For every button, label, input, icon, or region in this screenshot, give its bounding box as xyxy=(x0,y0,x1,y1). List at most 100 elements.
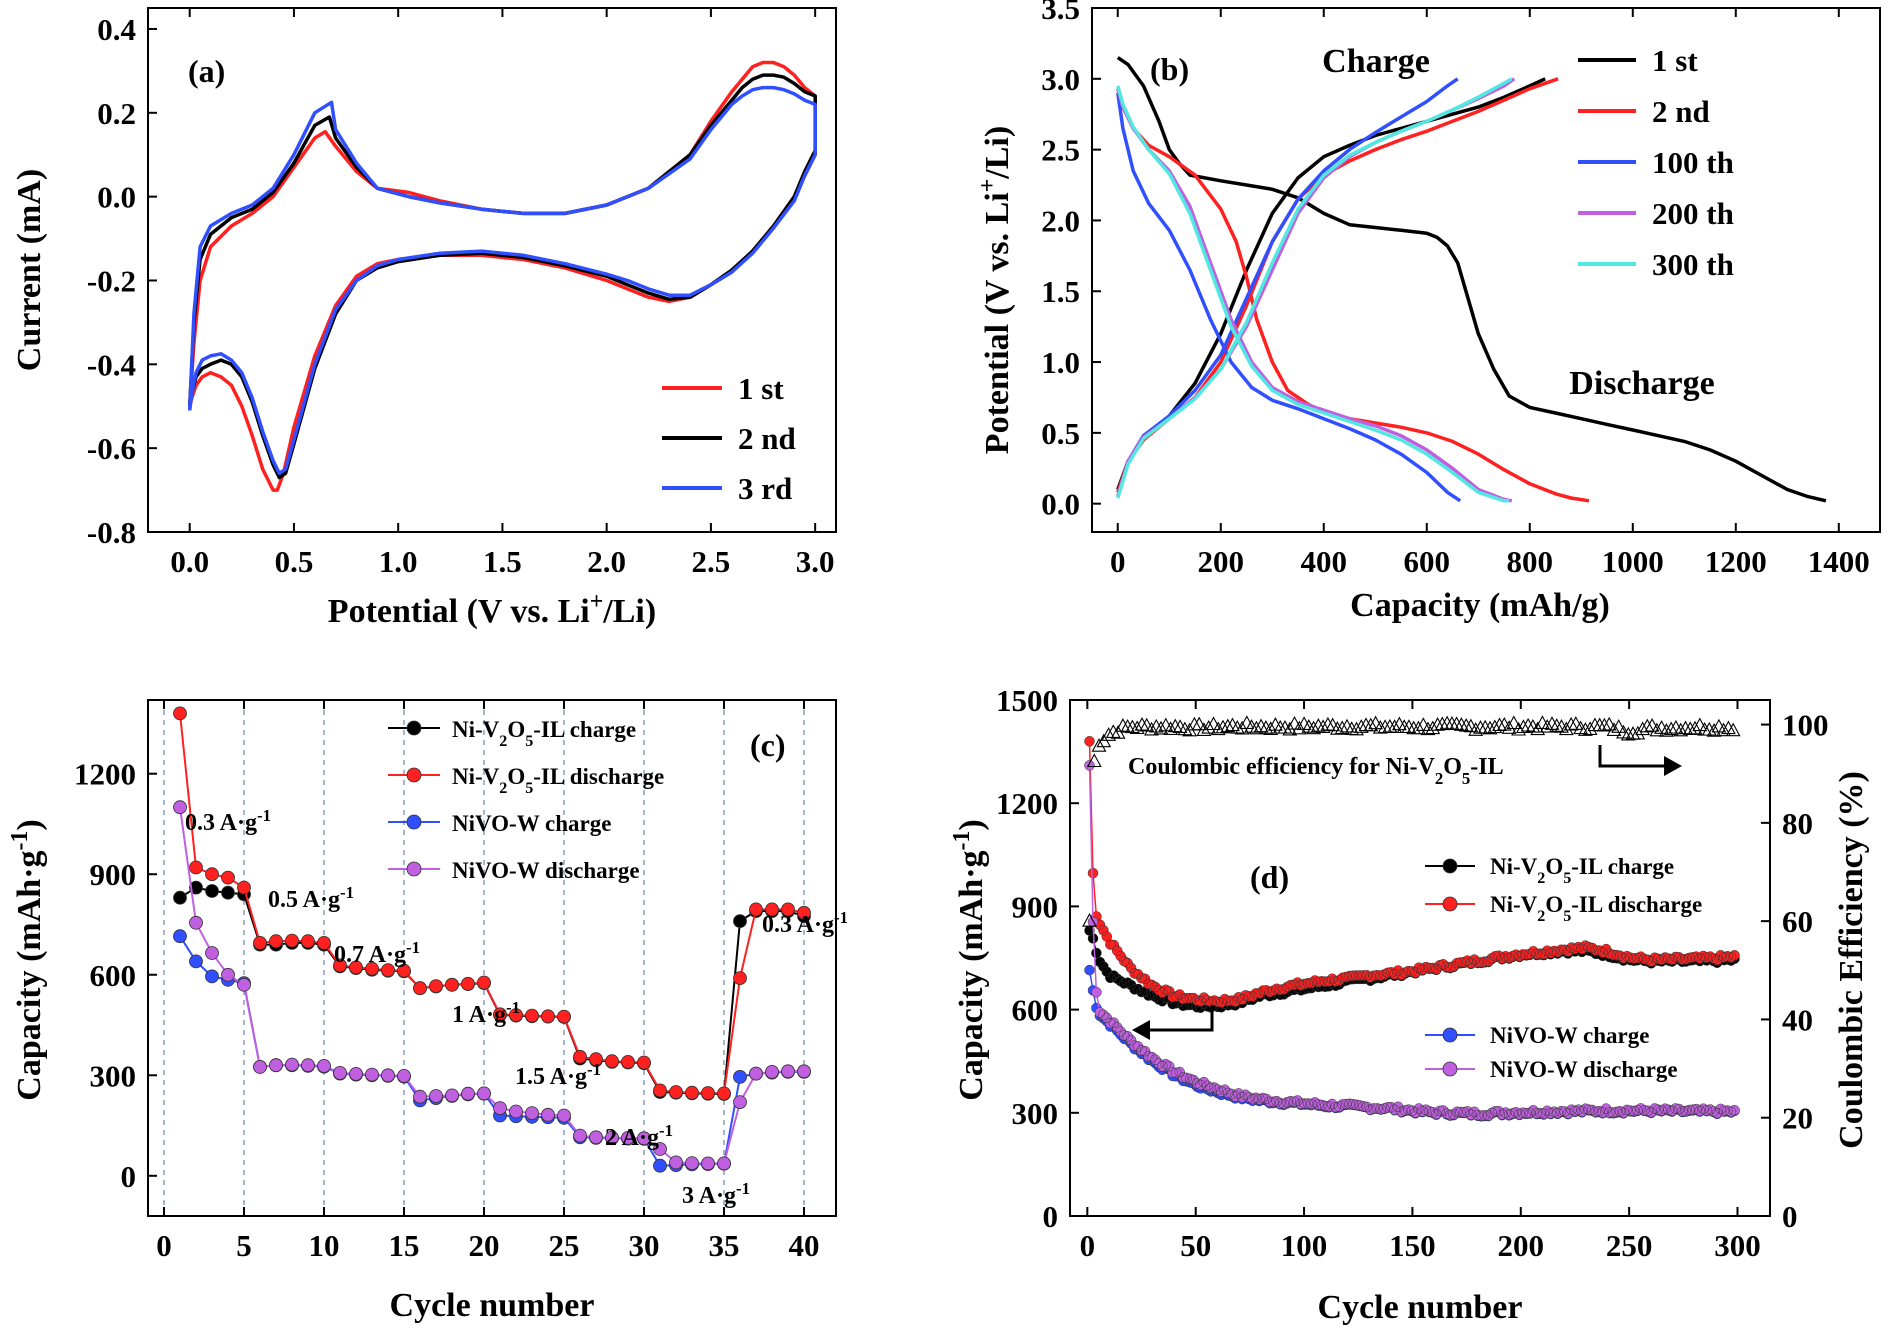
x-tick-label: 35 xyxy=(709,1228,740,1263)
rate-label-3: 0.7 A·g-1 xyxy=(334,938,420,969)
y-tick-label: 0.0 xyxy=(1041,487,1080,522)
series-line-a-2 xyxy=(187,73,817,480)
x-tick-label: 600 xyxy=(1404,544,1451,579)
arrow-left-head xyxy=(1132,1020,1150,1040)
x-tick-label: 800 xyxy=(1507,544,1554,579)
legend-label-c-4: NiVO-W discharge xyxy=(452,858,640,883)
panel-label-b: (b) xyxy=(1150,51,1189,87)
y-tick-label: 600 xyxy=(1012,993,1059,1028)
series-line-c-4 xyxy=(179,807,804,1165)
series-line-c-2 xyxy=(179,713,805,1095)
arrow-right-head xyxy=(1664,756,1682,776)
legend-label-d-4: NiVO-W discharge xyxy=(1490,1057,1678,1082)
legend-marker-c-4 xyxy=(406,861,422,877)
series-line-b-4-1 xyxy=(1116,88,1513,503)
y-tick-label: 1500 xyxy=(996,683,1058,718)
x-tick-label: 200 xyxy=(1198,544,1245,579)
x-tick-label: 150 xyxy=(1389,1228,1436,1263)
x-tick-label: 15 xyxy=(389,1228,420,1263)
legend-label-a-2: 2 nd xyxy=(738,421,796,456)
panel-label-c: (c) xyxy=(750,727,786,763)
series-line-b-2-1 xyxy=(1116,88,1590,503)
y-tick-label: -0.6 xyxy=(87,431,136,466)
rate-label-6: 2 A·g-1 xyxy=(605,1121,673,1152)
legend-label-b-3: 100 th xyxy=(1652,145,1734,180)
y-axis-label-c: Capacity (mAh·g-1) xyxy=(7,819,48,1100)
legend-marker-d-4 xyxy=(1442,1061,1458,1077)
y-tick-label: -0.2 xyxy=(87,263,136,298)
x-tick-label: 1000 xyxy=(1602,544,1664,579)
y2-tick-label: 60 xyxy=(1782,904,1813,939)
y-tick-label: 1200 xyxy=(996,786,1058,821)
legend-label-a-1: 1 st xyxy=(738,371,784,406)
arrow-right-axis xyxy=(1598,745,1672,768)
plot-frame xyxy=(147,699,837,1217)
x-tick-label: 1.5 xyxy=(483,544,522,579)
rate-label-1: 0.3 A·g-1 xyxy=(185,806,271,837)
x-tick-label: 0 xyxy=(1080,1228,1096,1263)
legend-marker-d-1 xyxy=(1442,858,1458,874)
x-tick-label: 3.0 xyxy=(796,544,835,579)
x-tick-label: 50 xyxy=(1180,1228,1211,1263)
rate-label-2: 0.5 A·g-1 xyxy=(268,883,354,914)
series-markers-c-3 xyxy=(173,929,811,1173)
series-markers-c-1 xyxy=(173,880,811,1101)
x-axis-label-a: Potential (V vs. Li+/Li) xyxy=(328,589,656,630)
legend-label-c-2: Ni-V2O5-IL discharge xyxy=(452,764,664,797)
panel-label-d: (d) xyxy=(1250,859,1289,895)
x-tick-label: 1.0 xyxy=(379,544,418,579)
annotation-discharge: Discharge xyxy=(1569,365,1714,402)
series-markers-d-2 xyxy=(1084,736,1740,1008)
x-axis-label-b: Capacity (mAh/g) xyxy=(1350,587,1610,624)
plot-frame xyxy=(1069,699,1771,1217)
annotation-charge: Charge xyxy=(1322,43,1430,80)
y2-tick-label: 80 xyxy=(1782,806,1813,841)
y-tick-label: -0.4 xyxy=(87,347,136,382)
y2-tick-label: 40 xyxy=(1782,1002,1813,1037)
legend-marker-d-3 xyxy=(1442,1027,1458,1043)
legend-label-c-1: Ni-V2O5-IL charge xyxy=(452,717,636,750)
annotation-ce: Coulombic efficiency for Ni-V2O5-IL xyxy=(1128,754,1504,788)
panel-b: 0 200 400 600 800 1000 1200 1400 0.0 0.5 1.0 1.5 2.0… xyxy=(975,0,1881,624)
x-tick-label: 400 xyxy=(1301,544,1348,579)
series-markers-d-ce xyxy=(1082,715,1741,927)
y-tick-label: 0.0 xyxy=(97,180,136,215)
y-tick-label: 600 xyxy=(90,958,137,993)
series-line-c-3 xyxy=(179,935,804,1167)
y-tick-label: 0.5 xyxy=(1041,416,1080,451)
legend-label-b-5: 300 th xyxy=(1652,247,1734,282)
y-tick-label: 2.0 xyxy=(1041,203,1080,238)
y-tick-label: 0 xyxy=(1043,1199,1059,1234)
y2-tick-label: 20 xyxy=(1782,1101,1813,1136)
rate-label-8: 0.3 A·g-1 xyxy=(762,908,848,939)
y-tick-label: 300 xyxy=(1012,1096,1059,1131)
legend-label-b-4: 200 th xyxy=(1652,196,1734,231)
x-tick-label: 2.0 xyxy=(587,544,626,579)
y-tick-label: 1.5 xyxy=(1041,274,1080,309)
y-tick-label: 0.2 xyxy=(97,96,136,131)
y-axis-label-d: Capacity (mAh·g-1) xyxy=(949,819,990,1100)
legend-label-a-3: 3 rd xyxy=(738,471,792,506)
series-markers-c-4 xyxy=(173,800,811,1171)
series-line-b-3-1 xyxy=(1116,92,1462,503)
x-tick-label: 200 xyxy=(1498,1228,1545,1263)
y-tick-label: 2.5 xyxy=(1041,133,1080,168)
legend-label-b-1: 1 st xyxy=(1652,43,1698,78)
y-tick-label: 1.0 xyxy=(1041,345,1080,380)
y-tick-label: 0.4 xyxy=(97,12,136,47)
x-tick-label: 1400 xyxy=(1808,544,1870,579)
y2-axis-label-d: Coulombic Efficiency (%) xyxy=(1833,771,1870,1149)
panel-a: 0.0 0.5 1.0 1.5 2.0 2.5 3.0 -0.8 -0.6 -0.4 -0.2 0.0… xyxy=(11,7,837,630)
y-tick-label: 3.0 xyxy=(1041,62,1080,97)
y-tick-label: 900 xyxy=(1012,889,1059,924)
x-tick-label: 0 xyxy=(156,1228,172,1263)
y-tick-label: -0.8 xyxy=(87,515,136,550)
series-line-b-3-2 xyxy=(1116,77,1459,498)
series-line-a-3 xyxy=(187,85,817,476)
legend-marker-d-2 xyxy=(1442,896,1458,912)
x-tick-label: 100 xyxy=(1281,1228,1328,1263)
series-markers-d-4 xyxy=(1084,760,1740,1121)
legend-marker-c-1 xyxy=(406,720,422,736)
series-line-b-1-1 xyxy=(1116,56,1827,503)
